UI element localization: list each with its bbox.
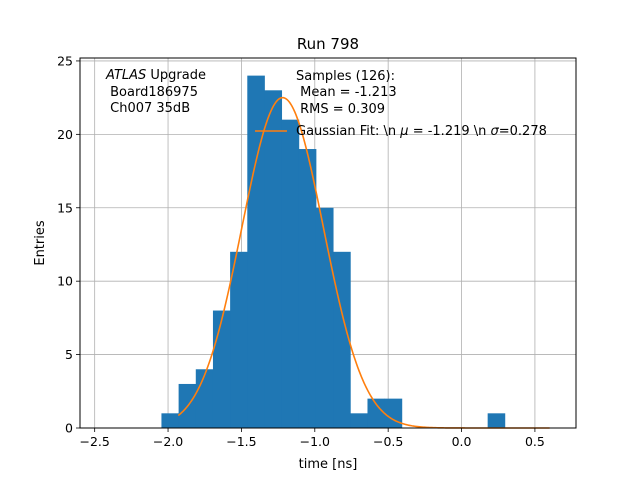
legend-samples-line-1: Samples (126): xyxy=(296,69,395,84)
histogram-bar xyxy=(367,398,386,428)
x-axis-ticks: −2.5 −2.0 −1.5 −1.0 −0.5 0.0 0.5 xyxy=(79,428,545,449)
histogram-bar xyxy=(161,413,180,428)
y-tick-label: 0 xyxy=(65,421,73,436)
x-tick-label: −1.0 xyxy=(300,434,330,449)
x-tick-label: −2.5 xyxy=(79,434,109,449)
x-tick-label: −2.0 xyxy=(153,434,183,449)
histogram-bar xyxy=(298,149,317,429)
histogram-bar xyxy=(264,90,283,429)
y-tick-label: 20 xyxy=(57,127,73,142)
y-tick-label: 15 xyxy=(57,200,73,215)
histogram-bar xyxy=(487,413,506,428)
chart-title: Run 798 xyxy=(297,35,359,53)
histogram-bar xyxy=(333,251,351,428)
x-tick-label: 0.5 xyxy=(525,434,545,449)
legend-samples-line-2: Mean = -1.213 xyxy=(296,85,397,100)
histogram-bar xyxy=(350,413,368,428)
annotation-line-3: Ch007 35dB xyxy=(106,101,190,116)
annotation-line-2: Board186975 xyxy=(106,85,198,100)
x-tick-label: −1.5 xyxy=(226,434,256,449)
histogram-bar xyxy=(195,369,214,428)
histogram-bar xyxy=(230,251,248,428)
legend-fit-label: Gaussian Fit: \n μ = -1.219 \n σ=0.278 xyxy=(296,124,547,139)
y-axis-ticks: 0 5 10 15 20 25 xyxy=(57,53,80,436)
histogram-bar xyxy=(212,310,231,428)
x-axis-label: time [ns] xyxy=(299,457,358,472)
y-tick-label: 10 xyxy=(57,274,73,289)
y-axis-label: Entries xyxy=(33,220,48,266)
histogram-bar xyxy=(384,398,403,428)
histogram-bar xyxy=(315,207,334,428)
x-tick-label: −0.5 xyxy=(373,434,403,449)
histogram-bar xyxy=(281,119,300,429)
y-tick-label: 25 xyxy=(57,53,73,68)
plot-frame xyxy=(79,57,577,429)
annotation-line-1: ATLAS Upgrade xyxy=(105,68,206,83)
legend: Samples (126): Mean = -1.213 RMS = 0.309… xyxy=(255,69,547,139)
histogram-bar xyxy=(247,75,265,428)
y-tick-label: 5 xyxy=(65,347,73,362)
x-tick-label: 0.0 xyxy=(452,434,472,449)
atlas-annotation: ATLAS Upgrade Board186975 Ch007 35dB xyxy=(105,68,206,116)
legend-samples-line-3: RMS = 0.309 xyxy=(296,102,385,117)
